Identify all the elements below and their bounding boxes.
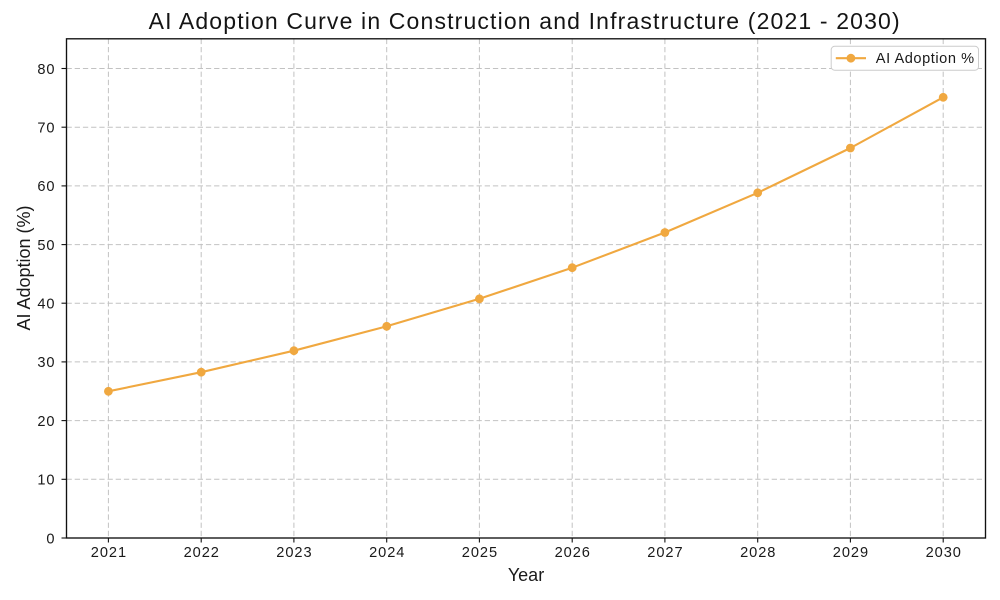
svg-text:AI Adoption (%): AI Adoption (%) [14,205,34,330]
svg-text:50: 50 [37,238,55,254]
svg-text:2021: 2021 [91,545,127,561]
svg-text:2029: 2029 [833,545,869,561]
svg-text:40: 40 [37,297,55,313]
svg-text:70: 70 [37,121,55,137]
svg-text:30: 30 [37,355,55,371]
svg-text:80: 80 [37,62,55,78]
svg-text:60: 60 [37,179,55,195]
svg-text:2022: 2022 [184,545,220,561]
svg-text:2030: 2030 [926,545,962,561]
svg-text:2023: 2023 [276,545,312,561]
svg-text:Year: Year [508,565,544,585]
svg-text:2024: 2024 [369,545,405,561]
svg-text:AI Adoption %: AI Adoption % [876,51,975,67]
svg-text:2025: 2025 [462,545,498,561]
svg-text:AI Adoption Curve in Construct: AI Adoption Curve in Construction and In… [149,8,901,34]
svg-text:20: 20 [37,414,55,430]
svg-text:2026: 2026 [555,545,591,561]
svg-text:0: 0 [46,531,55,547]
svg-text:10: 10 [37,473,55,489]
svg-text:2028: 2028 [740,545,776,561]
svg-text:2027: 2027 [647,545,683,561]
